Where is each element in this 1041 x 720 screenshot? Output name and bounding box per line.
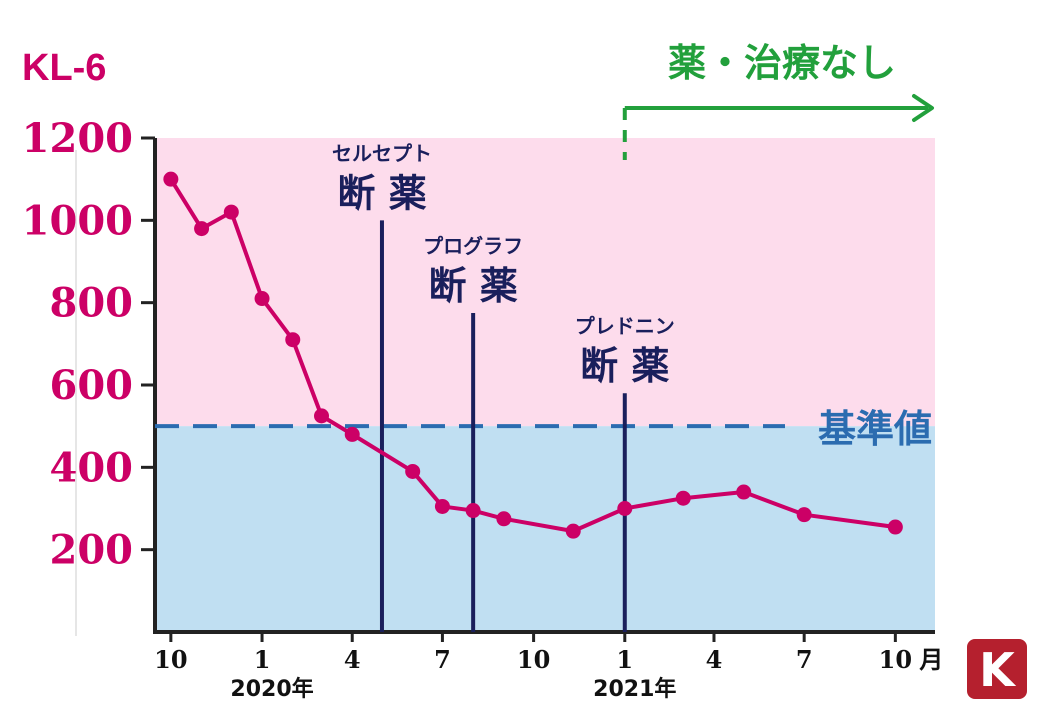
data-point — [565, 523, 581, 539]
data-point — [163, 171, 179, 187]
x-tick-label: 4 — [706, 645, 723, 674]
annotation-label: 薬・治療なし — [668, 41, 896, 85]
below-reference-region — [155, 426, 935, 632]
y-tick-label: 400 — [50, 444, 134, 491]
year-label: 2021年 — [593, 676, 676, 702]
data-point — [194, 221, 210, 237]
data-point — [434, 498, 450, 514]
data-point — [496, 511, 512, 527]
data-point — [254, 291, 270, 307]
above-reference-region — [155, 138, 935, 427]
y-tick-label: 800 — [50, 280, 134, 327]
x-tick-label: 10 — [517, 645, 550, 674]
event-drug-name: プログラフ — [423, 234, 523, 258]
event-drug-name: プレドニン — [575, 314, 675, 338]
event-label: 断 薬 — [337, 171, 426, 215]
y-tick-label: 1200 — [22, 115, 133, 162]
x-tick-label: 10 — [154, 645, 187, 674]
annotation-arrow-head — [912, 94, 934, 122]
data-point — [736, 484, 752, 500]
data-point — [314, 408, 330, 424]
data-point — [405, 463, 421, 479]
data-point — [465, 503, 481, 519]
event-drug-name: セルセプト — [332, 141, 432, 165]
y-tick-label: 200 — [50, 527, 134, 574]
data-point — [285, 332, 301, 348]
data-point — [887, 519, 903, 535]
x-tick-label: 7 — [434, 645, 451, 674]
k-logo-badge: K — [966, 638, 1028, 700]
data-point — [223, 204, 239, 220]
event-label: 断 薬 — [580, 344, 669, 388]
y-axis-label: KL-6 — [22, 47, 106, 89]
x-tick-label: 10 — [879, 645, 912, 674]
event-label: 断 薬 — [429, 264, 518, 308]
y-tick-label: 1000 — [22, 197, 133, 244]
x-tick-label: 4 — [344, 645, 361, 674]
logo-letter: K — [979, 643, 1017, 697]
x-unit-label: 月 — [918, 645, 943, 674]
x-tick-label: 1 — [616, 645, 633, 674]
data-point — [796, 507, 812, 523]
y-tick-label: 600 — [50, 362, 134, 409]
data-point — [617, 501, 633, 516]
data-point — [675, 490, 691, 506]
x-tick-label: 7 — [796, 645, 813, 674]
data-point — [344, 426, 360, 442]
reference-line-label: 基準値 — [818, 407, 932, 451]
year-label: 2020年 — [230, 676, 313, 702]
x-tick-label: 1 — [254, 645, 271, 674]
